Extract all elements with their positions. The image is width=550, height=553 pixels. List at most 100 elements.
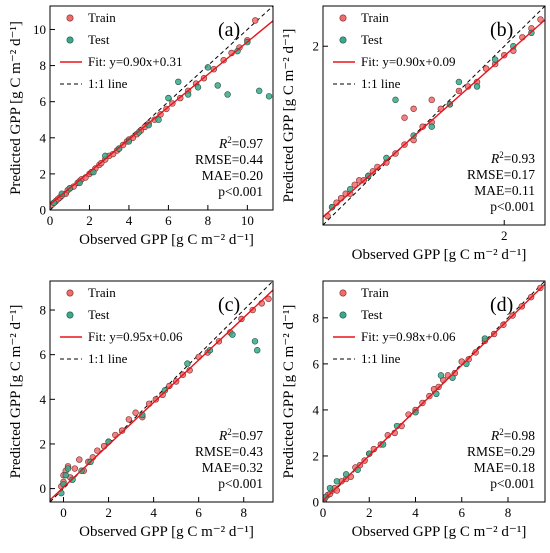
fit-line [323, 283, 545, 502]
x-tick-label: 6 [195, 505, 202, 520]
x-tick-label: 4 [412, 505, 419, 520]
legend-train-label: Train [88, 10, 116, 25]
y-axis-label: Predicted GPP [g C m⁻² d⁻¹] [8, 305, 24, 479]
legend-one-to-one-label: 1:1 line [88, 76, 128, 91]
mae-stat: MAE=0.32 [202, 460, 263, 475]
r2-symbol: R [218, 428, 228, 443]
legend-test-label: Test [88, 307, 110, 322]
legend-test-marker [66, 36, 74, 44]
mae-stat: MAE=0.18 [474, 460, 535, 475]
test-point [161, 387, 169, 394]
train-point [76, 456, 83, 463]
x-tick-label: 2 [501, 228, 508, 243]
x-axis-label: Observed GPP [g C m⁻² d⁻¹] [79, 524, 254, 540]
legend-fit-label: Fit: y=0.90x+0.09 [361, 54, 455, 69]
y-tick-label: 0 [313, 495, 320, 510]
test-point [64, 465, 72, 472]
test-point [326, 484, 334, 492]
train-point [351, 181, 358, 188]
train-point [401, 114, 408, 121]
legend-train-label: Train [88, 285, 116, 300]
legend-train-marker [66, 289, 74, 297]
test-point [251, 338, 259, 345]
rmse-stat: RMSE=0.29 [467, 444, 535, 459]
train-point [369, 168, 377, 175]
test-point [184, 360, 191, 367]
x-axis-label: Observed GPP [g C m⁻² d⁻¹] [352, 247, 527, 263]
train-point [166, 382, 173, 390]
r2-value: =0.97 [232, 428, 263, 443]
r2-value: =0.93 [504, 151, 535, 166]
test-point [333, 478, 341, 485]
r2-stat: R2=0.97 [218, 427, 263, 443]
test-point [481, 335, 489, 342]
legend-train-marker [66, 14, 74, 22]
x-tick-label: 8 [505, 505, 512, 520]
x-tick-label: 8 [240, 505, 247, 520]
y-axis-label: Predicted GPP [g C m⁻² d⁻¹] [8, 21, 24, 195]
test-point [255, 87, 263, 95]
r2-stat: R2=0.93 [490, 150, 535, 166]
panel-label: (c) [218, 294, 240, 316]
panel-label: (a) [218, 19, 240, 41]
train-point [455, 87, 463, 95]
train-point [125, 416, 133, 423]
y-tick-label: 2 [40, 436, 47, 451]
test-point [455, 78, 463, 86]
r2-symbol: R [490, 428, 500, 443]
plot-area [323, 6, 545, 225]
train-point [132, 409, 139, 416]
legend-test-marker [66, 311, 74, 319]
x-axis-label: Observed GPP [g C m⁻² d⁻¹] [352, 524, 527, 540]
r2-stat: R2=0.98 [490, 427, 535, 443]
test-point [204, 64, 212, 71]
test-point [392, 96, 399, 104]
plot-area [50, 281, 273, 502]
test-point [428, 123, 435, 130]
x-tick-label: 10 [241, 213, 254, 228]
x-tick-label: 2 [105, 505, 112, 520]
train-point [71, 465, 78, 472]
x-tick-label: 2 [86, 213, 93, 228]
x-tick-label: 0 [47, 213, 54, 228]
r2-symbol: R [490, 151, 500, 166]
rmse-stat: RMSE=0.44 [195, 152, 263, 167]
y-tick-label: 8 [40, 58, 47, 73]
legend-one-to-one-label: 1:1 line [88, 351, 128, 366]
train-point [428, 96, 435, 104]
test-point [265, 93, 273, 100]
panel-d: 0 2 4 6 8 0 2 4 6 8 Observed GPP [g C m⁻² d⁻¹] Pred… [281, 280, 546, 540]
axes-frame [322, 5, 546, 226]
y-tick-label: 8 [40, 303, 47, 318]
x-tick-label: 0 [60, 505, 67, 520]
test-point [62, 472, 69, 479]
legend-test-label: Test [88, 32, 110, 47]
legend-fit-label: Fit: y=0.95x+0.06 [88, 329, 183, 344]
p-value-stat: p<0.001 [490, 199, 535, 214]
x-tick-label: 6 [459, 505, 466, 520]
y-tick-label: 2 [313, 39, 320, 54]
test-point [194, 84, 202, 91]
legend-test-label: Test [361, 32, 383, 47]
panel-a: 0 2 4 6 8 10 0 2 4 6 8 10 Observed GPP [g C m⁻² d⁻¹]… [8, 5, 274, 248]
test-point [366, 450, 373, 457]
y-tick-label: 8 [313, 310, 320, 325]
r2-superscript: 2 [499, 150, 504, 160]
test-point [165, 94, 172, 102]
x-tick-label: 2 [366, 505, 373, 520]
legend-train-marker [339, 289, 347, 297]
legend-train-label: Train [361, 10, 389, 25]
r2-symbol: R [218, 136, 228, 151]
legend-test-label: Test [361, 307, 383, 322]
x-axis-label: Observed GPP [g C m⁻² d⁻¹] [79, 232, 254, 248]
panel-c: 0 2 4 6 8 0 2 4 6 8 Observed GPP [g C m⁻² d⁻¹] Pred… [8, 280, 274, 540]
r2-superscript: 2 [227, 135, 232, 145]
fit-line [323, 19, 545, 218]
p-value-stat: p<0.001 [218, 476, 263, 491]
train-point [252, 17, 259, 24]
fit-line [50, 289, 273, 501]
y-axis-label: Predicted GPP [g C m⁻² d⁻¹] [281, 29, 297, 203]
y-tick-label: 6 [40, 347, 47, 362]
legend-train-label: Train [361, 285, 389, 300]
